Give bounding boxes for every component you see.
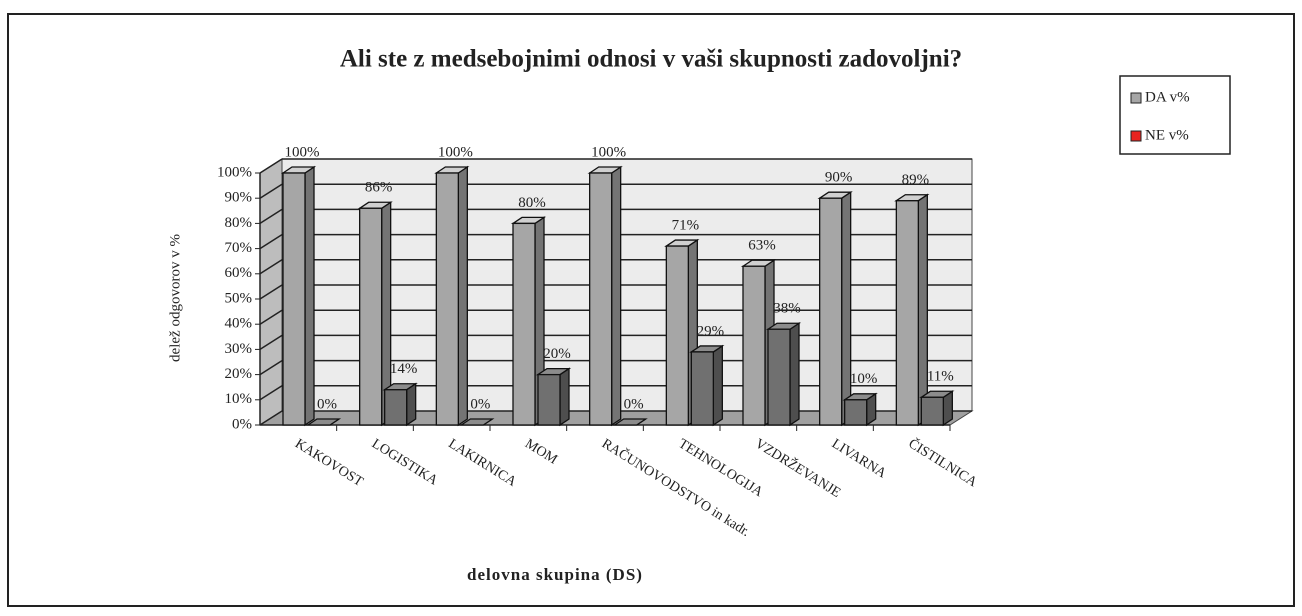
bar [434, 165, 470, 427]
bar [842, 392, 878, 427]
y-tick-label: 0% [232, 416, 252, 432]
bar [459, 418, 495, 426]
value-label: 0% [624, 396, 644, 412]
bar [689, 344, 725, 427]
value-label: 20% [543, 346, 571, 362]
value-label: 14% [390, 361, 418, 377]
bar-side [841, 190, 852, 427]
y-tick-label: 10% [225, 391, 253, 407]
grid-line [259, 385, 283, 401]
y-tick-label: 30% [225, 341, 253, 357]
value-label: 100% [285, 144, 320, 160]
bar-side [611, 165, 622, 427]
y-tick-label: 20% [225, 366, 253, 382]
value-label: 38% [773, 301, 801, 317]
legend-label: NE v% [1145, 127, 1189, 143]
grid-line [259, 183, 283, 199]
bar-side [917, 193, 928, 427]
chart-title: Ali ste z medsebojnimi odnosi v vaši sku… [340, 46, 962, 73]
bar-side [559, 367, 570, 427]
bar-front [895, 200, 919, 426]
bar-front [589, 172, 613, 426]
bar-front [819, 197, 843, 426]
bar-side [304, 165, 315, 427]
value-label: 0% [317, 396, 337, 412]
y-tick-label: 100% [217, 164, 252, 180]
legend-swatch [1130, 130, 1142, 142]
bar-front [282, 172, 306, 426]
y-tick-label: 90% [225, 190, 253, 206]
value-label: 63% [748, 238, 776, 254]
bar-front [537, 373, 561, 426]
bar [280, 165, 317, 427]
y-tick-label: 80% [225, 215, 253, 231]
grid-line [259, 158, 283, 174]
y-axis-title: delež odgovorov v % [167, 234, 183, 362]
grid-line [259, 208, 283, 225]
bar [919, 390, 955, 427]
bar [765, 322, 802, 427]
bar-side [712, 344, 723, 427]
value-label: 29% [697, 323, 725, 339]
bar-top [612, 418, 648, 426]
bar-side [406, 382, 417, 427]
value-label: 100% [591, 144, 626, 160]
grid-line [259, 284, 283, 300]
bar-front [435, 172, 459, 426]
value-label: 0% [470, 396, 490, 412]
bar [894, 193, 930, 427]
x-axis-title: delovna skupina (DS) [467, 565, 643, 584]
value-label: 90% [825, 170, 853, 186]
value-label: 10% [850, 371, 878, 387]
bar-front [742, 265, 766, 426]
value-label: 71% [672, 218, 700, 234]
bar-front [920, 396, 944, 426]
bar-top [459, 418, 495, 426]
value-label: 11% [927, 369, 954, 385]
bar [612, 418, 648, 426]
bar-front [384, 389, 408, 426]
bar [305, 418, 342, 426]
bar-front [359, 207, 383, 426]
bar-top [305, 418, 342, 426]
value-label: 80% [518, 195, 546, 211]
bar-front [767, 328, 791, 426]
y-tick-label: 50% [225, 290, 253, 306]
bar [382, 382, 418, 427]
bar [587, 165, 623, 427]
legend-label: DA v% [1145, 89, 1190, 105]
y-tick-label: 40% [225, 316, 253, 332]
y-tick-label: 70% [225, 240, 253, 256]
grid-line [259, 233, 283, 250]
bar-front [844, 399, 868, 426]
bar-front [665, 245, 689, 426]
grid-line [259, 334, 283, 351]
bar-front [690, 351, 714, 426]
value-label: 89% [902, 172, 930, 188]
grid-line [259, 410, 283, 426]
bar-front [512, 222, 536, 426]
bar-side [789, 322, 800, 427]
bar [817, 190, 853, 427]
grid-line [259, 259, 283, 275]
y-tick-label: 60% [225, 265, 253, 281]
grid-line [259, 309, 283, 325]
value-label: 100% [438, 144, 473, 160]
grid-line [259, 359, 283, 376]
bar-side [457, 165, 468, 427]
legend-swatch [1130, 92, 1142, 104]
bar [535, 367, 572, 427]
value-label: 86% [365, 180, 393, 196]
